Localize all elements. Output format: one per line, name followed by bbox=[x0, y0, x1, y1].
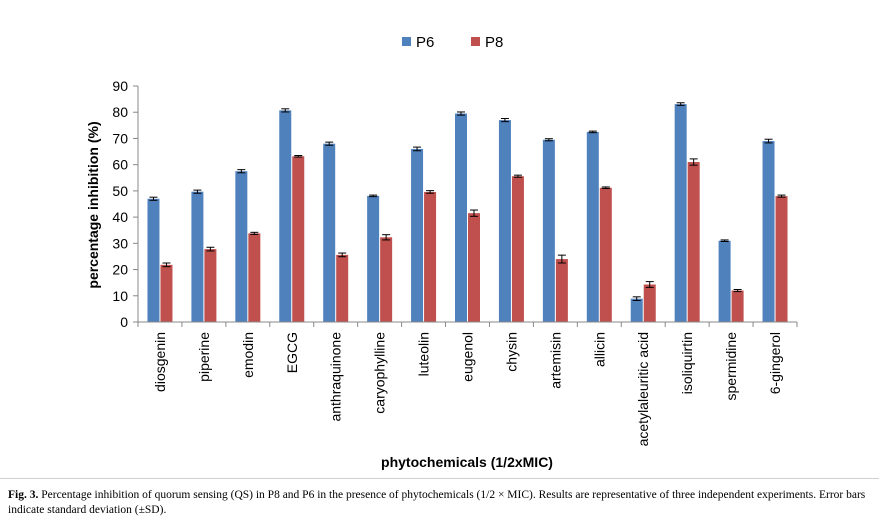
x-tick-label: anthraquinone bbox=[328, 332, 344, 422]
legend-label-p8: P8 bbox=[485, 34, 503, 51]
bar-p8 bbox=[599, 187, 612, 322]
x-tick-label: diosgenin bbox=[152, 332, 168, 392]
y-tick-label: 60 bbox=[112, 157, 128, 173]
bar-p8 bbox=[687, 162, 700, 322]
y-tick-label: 10 bbox=[112, 288, 128, 304]
bars-group bbox=[147, 102, 788, 323]
bar-p8 bbox=[775, 196, 788, 322]
legend-label-p6: P6 bbox=[416, 34, 434, 51]
axes-group: 0 10 20 30 40 50 60 70 80 90 diosgenin piperine emod… bbox=[112, 78, 798, 446]
x-tick-label: spermidine bbox=[723, 332, 739, 401]
y-tick-label: 90 bbox=[112, 78, 128, 94]
bar-p6 bbox=[586, 131, 599, 322]
bar-p8 bbox=[204, 249, 217, 322]
bar-p6 bbox=[455, 113, 467, 323]
bar-p8 bbox=[292, 156, 305, 322]
bar-p6 bbox=[279, 110, 292, 323]
caption-label: Fig. 3. bbox=[8, 489, 39, 501]
x-tick-label: luteolin bbox=[416, 332, 432, 376]
x-tick-label: EGCG bbox=[284, 332, 300, 373]
bar-p8 bbox=[555, 259, 568, 322]
bar-p8 bbox=[511, 176, 524, 322]
bar-p6 bbox=[630, 298, 643, 322]
chart-legend: P6 P8 bbox=[402, 34, 503, 51]
bar-p6 bbox=[762, 141, 775, 322]
x-tick-label: acetylaleuritic acid bbox=[635, 332, 651, 446]
bar-p6 bbox=[718, 240, 731, 322]
bar-p6 bbox=[498, 120, 511, 322]
x-tick-label: eugenol bbox=[460, 332, 476, 382]
bar-p6 bbox=[674, 104, 687, 323]
x-tick-label: artemisin bbox=[547, 332, 563, 389]
figure-caption: Fig. 3. Percentage inhibition of quorum … bbox=[8, 488, 874, 518]
bar-p8 bbox=[424, 191, 437, 322]
x-tick-label: allicin bbox=[591, 332, 607, 367]
y-tick-label: 80 bbox=[112, 104, 128, 120]
bar-p8 bbox=[336, 254, 349, 322]
y-tick-label: 20 bbox=[112, 262, 128, 278]
x-tick-label: isoliquirtin bbox=[679, 332, 695, 394]
bar-p8 bbox=[160, 264, 173, 322]
legend-swatch-p6 bbox=[402, 37, 411, 46]
x-tick-label: chysin bbox=[503, 332, 519, 372]
bar-p6 bbox=[542, 139, 555, 322]
bar-p8 bbox=[731, 290, 744, 322]
y-axis-title: percentage inhibition (%) bbox=[85, 121, 101, 288]
x-tick-label: 6-gingerol bbox=[767, 332, 783, 394]
x-tick-label: emodin bbox=[240, 332, 256, 378]
y-tick-label: 30 bbox=[112, 235, 128, 251]
bar-p6 bbox=[147, 198, 160, 322]
y-tick-label: 70 bbox=[112, 130, 128, 146]
bar-p6 bbox=[411, 148, 424, 322]
bar-p6 bbox=[191, 191, 204, 322]
legend-swatch-p8 bbox=[471, 37, 480, 46]
bar-p6 bbox=[235, 171, 248, 322]
caption-text: Percentage inhibition of quorum sensing … bbox=[8, 489, 866, 516]
bar-p8 bbox=[248, 233, 261, 322]
bar-p8 bbox=[468, 213, 480, 322]
caption-divider bbox=[0, 478, 879, 479]
x-axis-title: phytochemicals (1/2xMIC) bbox=[381, 454, 553, 470]
bar-p8 bbox=[380, 237, 393, 322]
bar-p6 bbox=[323, 143, 336, 322]
bar-p6 bbox=[367, 195, 380, 322]
bar-chart: P6 P8 0 10 20 30 40 50 60 70 80 90 diosgenin piperin… bbox=[85, 34, 798, 470]
y-tick-label: 0 bbox=[120, 314, 128, 330]
x-tick-label: piperine bbox=[196, 332, 212, 382]
bar-p8 bbox=[643, 284, 656, 322]
y-tick-label: 50 bbox=[112, 183, 128, 199]
x-tick-label: caryophylline bbox=[372, 332, 388, 414]
y-tick-label: 40 bbox=[112, 209, 128, 225]
